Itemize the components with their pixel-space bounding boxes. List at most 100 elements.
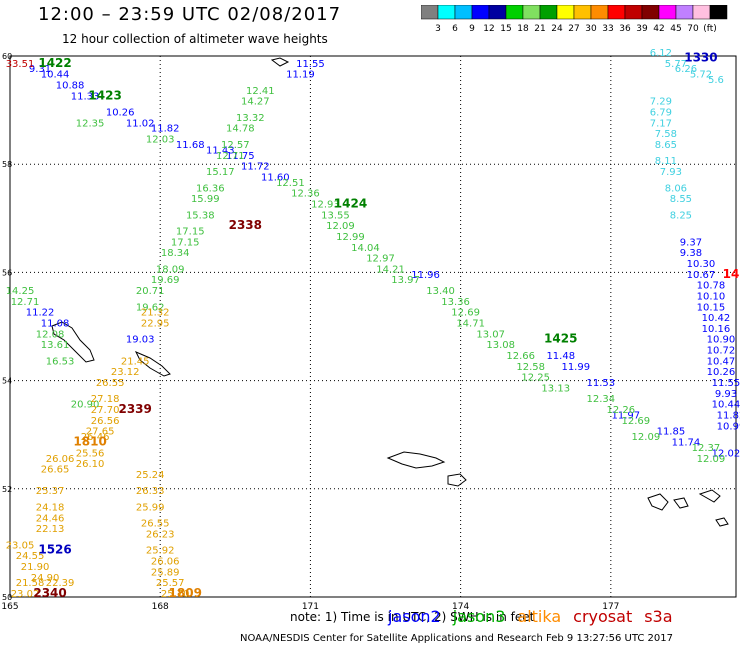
legend-label: 21 <box>534 24 545 34</box>
wave-height-label: 26.55 <box>96 378 125 389</box>
wave-height-label: 11.99 <box>561 362 590 373</box>
wave-height-label: 16.36 <box>196 183 225 194</box>
island-outline <box>673 497 689 509</box>
mission-name: altika <box>517 607 562 626</box>
wave-height-label: 26.06 <box>46 454 75 465</box>
wave-height-label: 11.82 <box>717 410 740 421</box>
wave-height-label: 21.58 <box>16 578 45 589</box>
wave-height-label: 13.08 <box>486 340 515 351</box>
legend-swatch <box>488 5 507 20</box>
wave-height-label: 10.90 <box>707 335 736 346</box>
legend-swatch <box>675 5 694 20</box>
wave-height-label: 23.02 <box>11 589 40 600</box>
wave-height-label: 25.24 <box>136 470 165 481</box>
wave-height-label: 11.55 <box>712 378 740 389</box>
wave-height-label: 8.06 <box>665 183 687 194</box>
wave-height-label: 20.71 <box>136 286 165 297</box>
wave-height-label: 15.99 <box>191 194 220 205</box>
footer-note: note: 1) Time is in UTC; 2) SWH is in fe… <box>290 610 535 624</box>
wave-height-label: 21.45 <box>121 356 150 367</box>
wave-height-label: 26.55 <box>141 519 170 530</box>
wave-height-label: 25.57 <box>156 578 185 589</box>
wave-height-label: 20.90 <box>71 400 100 411</box>
wave-height-label: 12.93 <box>311 199 340 210</box>
wave-height-label: 13.61 <box>41 340 70 351</box>
wave-height-label: 11.74 <box>672 438 701 449</box>
wave-height-label: 22.39 <box>46 578 75 589</box>
island-outline <box>447 473 467 487</box>
wave-height-label: 5.72 <box>690 70 712 81</box>
wave-height-label: 9.38 <box>680 248 702 259</box>
legend-label: 45 <box>670 24 681 34</box>
wave-height-label: 11.75 <box>226 151 255 162</box>
mission-name: jason2 <box>388 607 441 626</box>
wave-height-label: 11.96 <box>411 270 440 281</box>
wave-height-label: 23.05 <box>6 540 35 551</box>
wave-height-label: 26.06 <box>151 557 180 568</box>
wave-height-label: 13.36 <box>441 297 470 308</box>
wave-height-label: 13.55 <box>321 210 350 221</box>
legend-swatch <box>471 5 490 20</box>
wave-height-label: 10.67 <box>687 270 716 281</box>
pass-time-label: 1526 <box>38 543 71 557</box>
legend-label: 70 <box>687 24 699 34</box>
wave-height-label: 12.37 <box>692 443 721 454</box>
pass-time-label: 2338 <box>229 218 262 232</box>
chart-subtitle: 12 hour collection of altimeter wave hei… <box>62 32 328 46</box>
wave-height-label: 7.58 <box>655 129 677 140</box>
footer-credit: NOAA/NESDIS Center for Satellite Applica… <box>240 633 673 644</box>
pass-time-label: 2340 <box>33 586 66 600</box>
wave-height-label: 7.93 <box>660 167 682 178</box>
legend-swatch <box>624 5 643 20</box>
wave-height-label: 26.46 <box>81 432 110 443</box>
pass-time-label: 14 <box>723 267 740 281</box>
wave-height-label: 27.65 <box>86 427 115 438</box>
wave-height-label: 26.56 <box>91 416 120 427</box>
wave-height-label: 8.11 <box>655 156 677 167</box>
wave-height-label: 10.26 <box>707 367 736 378</box>
wave-height-label: 12.71 <box>11 297 40 308</box>
wave-height-label: 11.33 <box>71 91 100 102</box>
wave-height-label: 13.07 <box>476 329 505 340</box>
wave-height-label: 12.57 <box>221 140 250 151</box>
wave-height-label: 13.32 <box>236 113 265 124</box>
wave-height-label: 25.99 <box>136 502 165 513</box>
wave-height-label: 26.65 <box>41 465 70 476</box>
wave-height-label: 21.32 <box>141 308 170 319</box>
legend-swatch <box>641 5 660 20</box>
wave-height-label: 10.44 <box>712 400 740 411</box>
wave-height-label: 13.97 <box>391 275 420 286</box>
wave-height-label: 9.93 <box>715 389 737 400</box>
wave-height-label: 15.17 <box>206 167 235 178</box>
wave-height-label: 11.08 <box>41 319 70 330</box>
wave-height-label: 12.09 <box>326 221 355 232</box>
wave-height-label: 25.92 <box>146 546 175 557</box>
wave-height-label: 10.15 <box>697 302 726 313</box>
x-tick-label: 168 <box>152 602 169 612</box>
pass-time-label: 1809 <box>169 586 202 600</box>
legend-label: 6 <box>452 24 458 34</box>
wave-height-label: 24.46 <box>36 513 65 524</box>
wave-height-label: 6.26 <box>675 64 697 75</box>
wave-height-label: 27.18 <box>91 394 120 405</box>
wave-height-label: 11.97 <box>612 410 641 421</box>
wave-height-label: 10.30 <box>687 259 716 270</box>
pass-time-label: 1424 <box>334 196 367 210</box>
wave-height-label: 11.19 <box>286 70 315 81</box>
wave-height-label: 23.12 <box>111 367 140 378</box>
wave-height-label: 10.47 <box>707 356 736 367</box>
legend-swatch <box>421 5 439 20</box>
wave-height-label: 11.60 <box>261 172 290 183</box>
wave-height-label: 12.58 <box>516 362 545 373</box>
wave-height-label: 11.53 <box>586 378 615 389</box>
island-outline <box>647 493 669 511</box>
wave-height-label: 12.66 <box>506 351 535 362</box>
wave-height-label: 17.15 <box>176 227 205 238</box>
wave-height-label: 25.89 <box>151 567 180 578</box>
wave-height-label: 26.33 <box>136 486 165 497</box>
wave-height-label: 26.23 <box>146 529 175 540</box>
wave-height-label: 14.78 <box>226 124 255 135</box>
wave-height-label: 12.08 <box>36 329 65 340</box>
wave-height-label: 6.79 <box>650 108 672 119</box>
wave-height-label: 14.04 <box>351 243 380 254</box>
